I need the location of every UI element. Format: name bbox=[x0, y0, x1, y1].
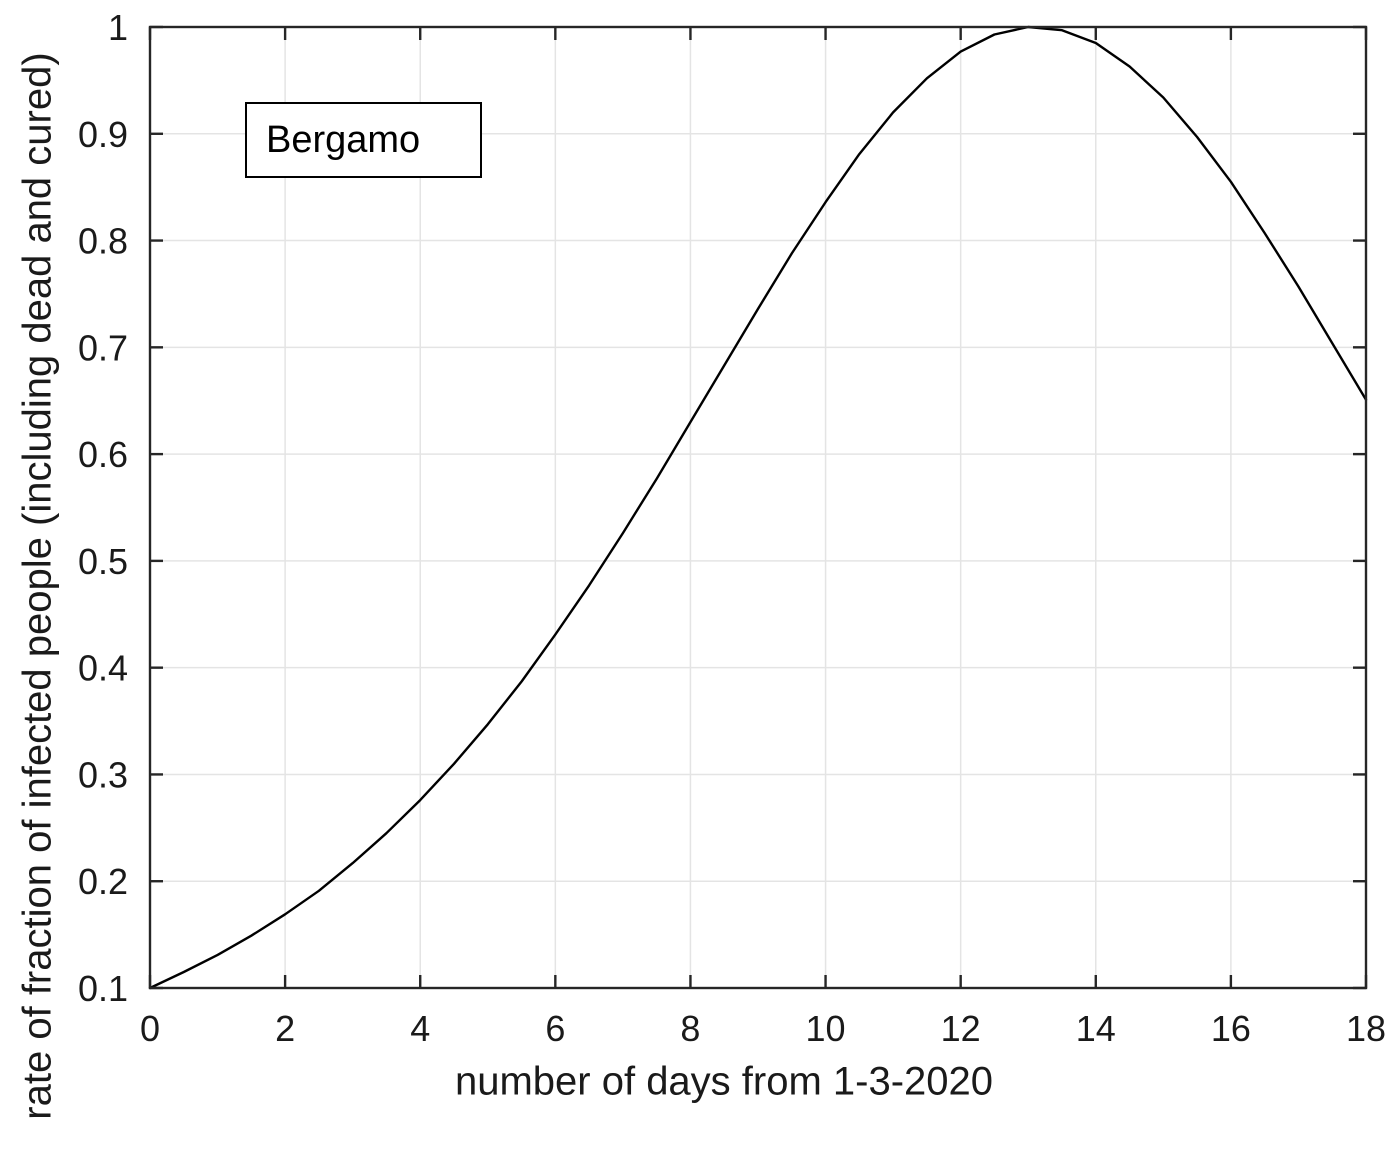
y-axis-label: rate of fraction of infected people (inc… bbox=[15, 52, 60, 1120]
y-tick-label: 0.1 bbox=[78, 968, 128, 1009]
y-tick-label: 0.7 bbox=[78, 327, 128, 368]
y-tick-label: 0.9 bbox=[78, 114, 128, 155]
y-tick-label: 0.6 bbox=[78, 434, 128, 475]
x-tick-label: 12 bbox=[941, 1008, 981, 1049]
x-axis-label: number of days from 1-3-2020 bbox=[454, 1059, 994, 1104]
x-tick-label: 0 bbox=[140, 1008, 160, 1049]
y-tick-label: 0.8 bbox=[78, 221, 128, 262]
legend-label: Bergamo bbox=[266, 118, 421, 161]
x-tick-label: 16 bbox=[1211, 1008, 1251, 1049]
y-tick-label: 0.4 bbox=[78, 648, 128, 689]
legend-box: Bergamo bbox=[245, 102, 482, 178]
y-tick-label: 0.3 bbox=[78, 754, 128, 795]
x-tick-label: 4 bbox=[410, 1008, 430, 1049]
x-tick-label: 10 bbox=[806, 1008, 846, 1049]
x-tick-label: 14 bbox=[1076, 1008, 1116, 1049]
x-tick-label: 6 bbox=[545, 1008, 565, 1049]
axes-box bbox=[148, 25, 1368, 990]
y-tick-label: 0.5 bbox=[78, 541, 128, 582]
x-tick-label: 2 bbox=[275, 1008, 295, 1049]
series-line-bergamo bbox=[148, 25, 1368, 990]
x-tick-label: 18 bbox=[1346, 1008, 1386, 1049]
y-tick-label: 0.2 bbox=[78, 861, 128, 902]
x-tick-label: 8 bbox=[680, 1008, 700, 1049]
y-tick-label: 1 bbox=[108, 7, 128, 48]
